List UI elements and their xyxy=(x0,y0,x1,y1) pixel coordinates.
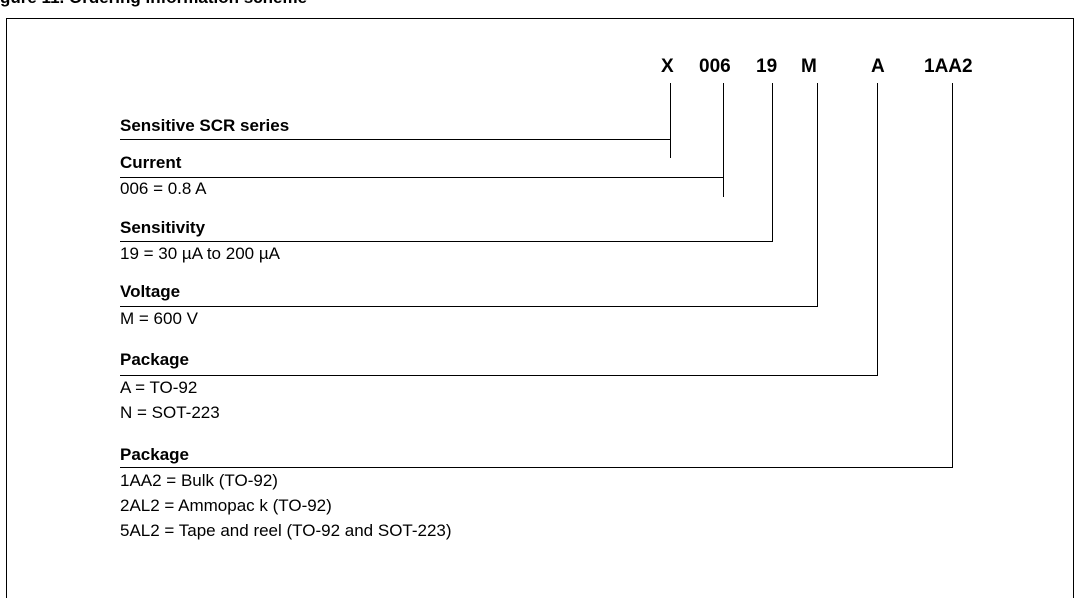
section-line-package xyxy=(120,375,878,376)
section-line-series xyxy=(120,139,671,140)
section-line-sensitivity xyxy=(120,241,773,242)
packing-value-2: 2AL2 = Ammopac k (TO-92) xyxy=(120,496,332,515)
section-line-voltage xyxy=(120,306,818,307)
connector-packing xyxy=(952,83,953,468)
section-title-current: Current xyxy=(120,153,182,172)
voltage-value-1: M = 600 V xyxy=(120,309,198,328)
section-line-current xyxy=(120,177,724,178)
code-part-current: 006 xyxy=(699,56,731,77)
section-title-voltage: Voltage xyxy=(120,282,181,301)
connector-package xyxy=(877,83,878,376)
section-title-packing: Package xyxy=(120,445,189,464)
sensitivity-value-1: 19 = 30 µA to 200 µA xyxy=(120,244,280,263)
connector-series xyxy=(670,83,671,158)
package-value-2: N = SOT-223 xyxy=(120,403,220,422)
section-title-package: Package xyxy=(120,350,189,369)
packing-value-1: 1AA2 = Bulk (TO-92) xyxy=(120,471,278,490)
figure-title: gure 11. Ordering information scheme xyxy=(0,0,307,8)
package-value-1: A = TO-92 xyxy=(120,378,198,397)
section-line-packing xyxy=(120,467,953,468)
packing-value-3: 5AL2 = Tape and reel (TO-92 and SOT-223) xyxy=(120,521,452,540)
section-title-series: Sensitive SCR series xyxy=(120,116,290,135)
code-part-series: X xyxy=(661,56,674,77)
connector-current xyxy=(723,83,724,197)
connector-sensitivity xyxy=(772,83,773,242)
code-part-voltage: M xyxy=(801,56,817,77)
code-part-packing: 1AA2 xyxy=(924,56,973,77)
code-part-sensitivity: 19 xyxy=(756,56,778,77)
connector-voltage xyxy=(817,83,818,307)
current-value-1: 006 = 0.8 A xyxy=(120,179,207,198)
section-title-sensitivity: Sensitivity xyxy=(120,218,206,237)
code-part-package: A xyxy=(871,56,885,77)
diagram-frame: X 006 19 M A 1AA2 Sensitive SCR series C… xyxy=(6,18,1074,598)
